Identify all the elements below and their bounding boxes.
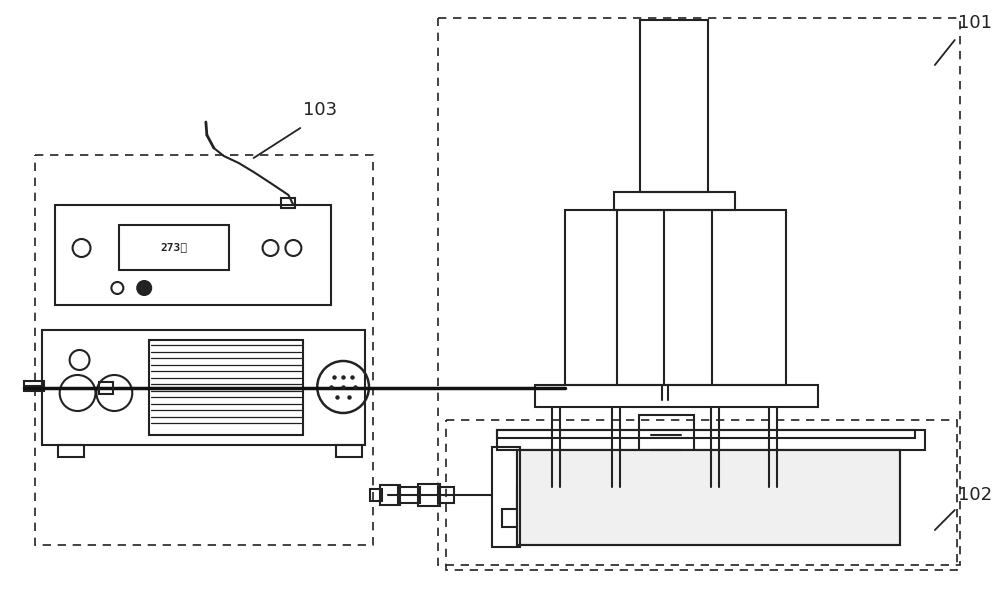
Bar bbox=[614, 192, 735, 210]
Bar bbox=[639, 415, 694, 480]
Bar bbox=[517, 450, 900, 545]
Text: 102: 102 bbox=[958, 486, 992, 504]
Bar bbox=[35, 155, 373, 545]
Circle shape bbox=[137, 281, 151, 295]
Bar bbox=[497, 430, 915, 438]
Bar bbox=[640, 20, 708, 192]
Text: 103: 103 bbox=[303, 101, 337, 119]
Bar bbox=[370, 489, 382, 501]
Bar bbox=[492, 447, 520, 547]
Bar bbox=[497, 430, 925, 450]
Bar bbox=[418, 484, 440, 506]
Bar bbox=[380, 485, 400, 505]
Bar bbox=[517, 450, 900, 545]
Bar bbox=[55, 205, 331, 305]
Text: 101: 101 bbox=[958, 14, 992, 32]
Bar bbox=[58, 445, 84, 457]
Bar bbox=[438, 18, 960, 565]
Bar bbox=[565, 210, 786, 385]
Bar bbox=[502, 509, 830, 527]
Bar bbox=[446, 420, 957, 570]
Bar bbox=[149, 340, 303, 435]
Bar bbox=[535, 385, 818, 407]
Bar bbox=[281, 198, 295, 208]
Bar bbox=[398, 487, 420, 503]
Bar bbox=[336, 445, 362, 457]
Bar bbox=[517, 487, 814, 509]
Bar bbox=[42, 330, 365, 445]
Text: 273℃: 273℃ bbox=[161, 242, 188, 252]
Bar bbox=[24, 381, 44, 391]
Bar bbox=[438, 487, 454, 503]
Bar bbox=[119, 225, 229, 270]
Bar bbox=[99, 382, 113, 394]
